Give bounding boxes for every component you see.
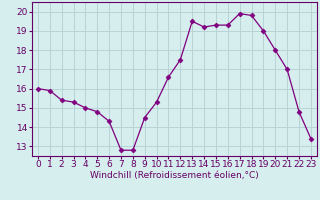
X-axis label: Windchill (Refroidissement éolien,°C): Windchill (Refroidissement éolien,°C) [90,171,259,180]
